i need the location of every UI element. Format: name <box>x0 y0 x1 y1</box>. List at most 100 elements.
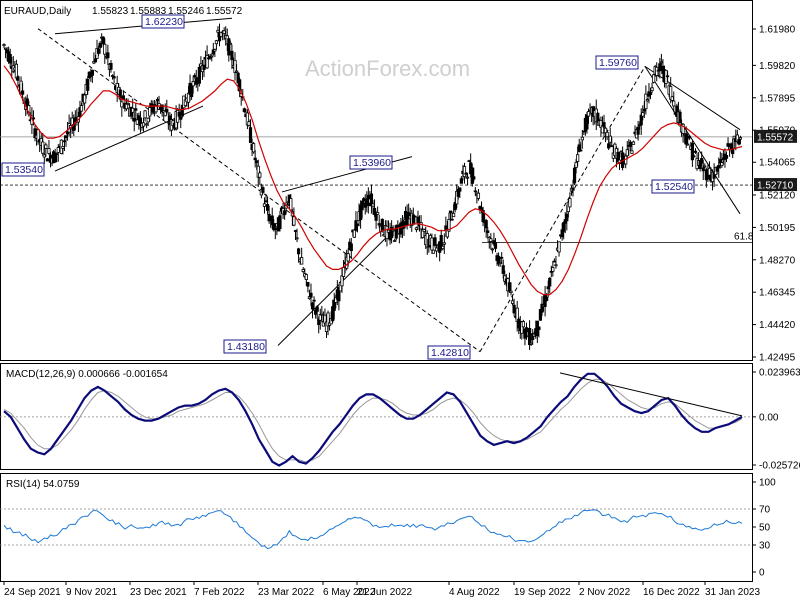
descending-bottom <box>644 66 741 215</box>
candle-body <box>644 93 648 110</box>
candle-body <box>61 146 65 149</box>
candle-body <box>376 212 380 215</box>
candle-body <box>230 50 234 61</box>
candle-body <box>565 213 569 222</box>
candle-body <box>470 167 474 184</box>
candle-body <box>610 145 614 148</box>
candle-body <box>580 136 584 141</box>
candle-body <box>62 140 67 143</box>
support-price-label: 1.52710 <box>757 181 794 192</box>
candle-body <box>724 155 729 159</box>
candle-body <box>300 257 304 265</box>
candle-body <box>472 176 476 180</box>
price-tick-label: 1.59820 <box>759 61 796 72</box>
candle-body <box>498 262 502 265</box>
candle-body <box>701 167 705 172</box>
candle-body <box>458 187 462 192</box>
rsi-title: RSI(14) 54.0759 <box>6 479 80 490</box>
candle-body <box>213 49 217 52</box>
candle-body <box>464 172 468 175</box>
price-pane <box>0 0 753 361</box>
candle-body <box>306 281 310 287</box>
x-tick-label: 21 Jun 2022 <box>357 587 412 598</box>
candle-body <box>557 241 561 253</box>
candle-body <box>391 229 395 232</box>
candle-body <box>253 157 257 161</box>
moving-average-line <box>3 65 743 296</box>
candle-body <box>489 238 493 242</box>
candle-body <box>265 204 270 211</box>
candle-body <box>120 101 124 108</box>
macd-tick-label: -0.025726 <box>759 461 800 472</box>
candle-body <box>352 229 356 238</box>
candle-body <box>552 260 556 263</box>
x-tick-label: 23 Dec 2021 <box>130 587 187 598</box>
annotation-label: 1.43180 <box>227 341 265 353</box>
candle-body <box>537 326 541 330</box>
candle-body <box>93 58 98 63</box>
candle-body <box>486 230 490 233</box>
candle-body <box>551 267 555 272</box>
candle-body <box>155 98 160 102</box>
candle-body <box>462 166 467 178</box>
candle-body <box>320 313 324 316</box>
candle-body <box>652 74 656 83</box>
candle-body <box>341 267 346 277</box>
candle-body <box>118 89 122 100</box>
candle-body <box>510 300 515 304</box>
x-axis: 24 Sep 2021 9 Nov 2021 23 Dec 2021 7 Feb 20… <box>3 581 760 598</box>
candle-body <box>177 111 181 117</box>
candle-body <box>252 143 256 153</box>
x-tick-label: 31 Jan 2023 <box>705 587 760 598</box>
candle-body <box>707 167 712 176</box>
candle-body <box>126 102 130 106</box>
rsi-line <box>3 509 743 550</box>
candle-body <box>509 290 513 293</box>
current-price-box <box>754 129 797 143</box>
candle-body <box>227 38 231 56</box>
ohlc-high: 1.55883 <box>130 6 167 17</box>
candle-body <box>247 121 251 126</box>
rsi-pane <box>0 473 753 582</box>
candle-body <box>527 327 532 346</box>
candle-body <box>630 150 634 154</box>
candle-body <box>572 167 577 184</box>
annotation-box <box>1 162 45 177</box>
candle-body <box>96 48 101 54</box>
price-tick-label: 1.44420 <box>759 320 796 331</box>
candle-body <box>484 220 488 229</box>
candle-body <box>684 133 688 145</box>
candle-body <box>79 105 84 112</box>
candle-body <box>678 111 682 123</box>
candle-body <box>264 200 268 203</box>
candle-body <box>3 47 8 50</box>
candle-body <box>585 114 589 130</box>
candle-body <box>146 117 150 123</box>
candle-body <box>309 292 313 298</box>
x-tick-label: 24 Sep 2021 <box>4 587 61 598</box>
candle-body <box>346 253 350 262</box>
candle-body <box>143 110 147 119</box>
candle-body <box>700 158 704 164</box>
annotation-box <box>651 179 695 194</box>
candle-body <box>165 108 169 113</box>
rsi-levels <box>0 508 752 546</box>
candle-body <box>641 112 645 117</box>
candle-body <box>64 135 68 139</box>
annotation-box <box>141 14 185 29</box>
candle-body <box>648 92 653 95</box>
candle-body <box>289 198 293 211</box>
candle-body <box>190 84 194 97</box>
macd-axis: 0.023963 0.00 -0.025726 <box>752 368 800 472</box>
candle-body <box>193 75 197 78</box>
candle-body <box>278 215 282 229</box>
candle-body <box>362 198 366 202</box>
x-tick-label: 9 Nov 2021 <box>66 587 118 598</box>
candle-body <box>731 147 735 155</box>
annotation-box <box>349 155 393 170</box>
rsi-tick-label: 30 <box>759 541 771 552</box>
candle-body <box>693 150 698 153</box>
candle-body <box>690 142 694 161</box>
candle-body <box>47 148 51 154</box>
price-tick-label: 1.61980 <box>759 25 796 36</box>
